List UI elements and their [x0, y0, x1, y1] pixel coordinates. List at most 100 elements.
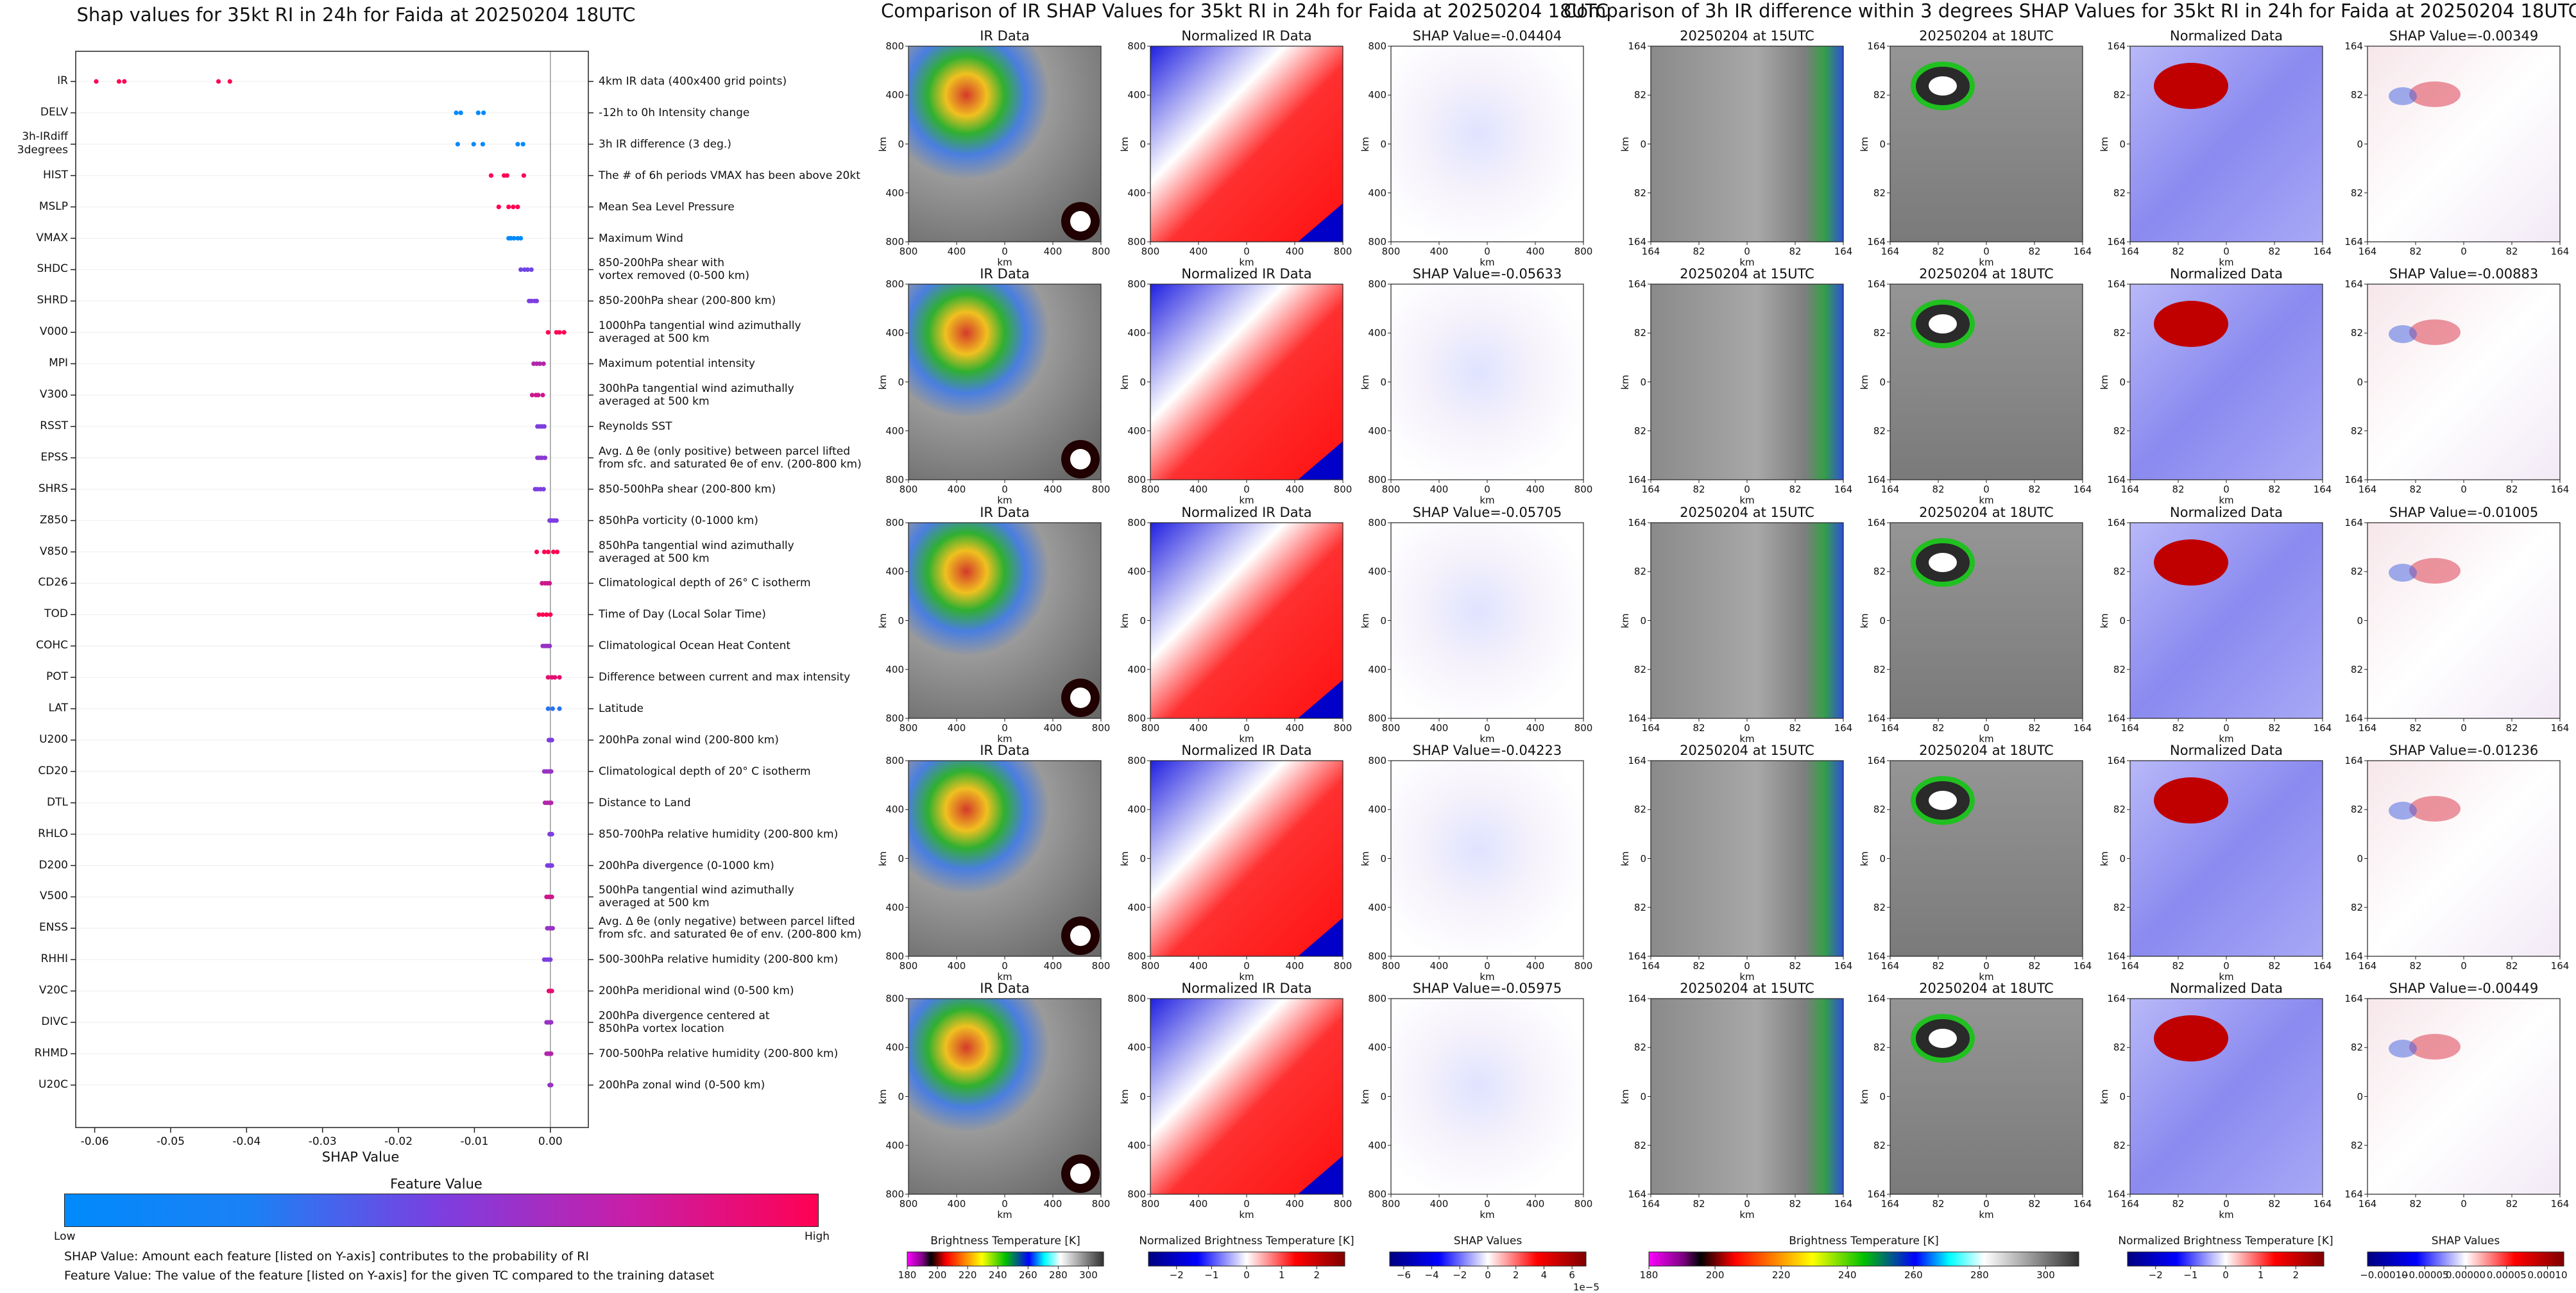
shap-point: [561, 330, 567, 335]
panel-y-axis-label: km: [1619, 613, 1631, 629]
panel-y-tick-label: 0: [1879, 138, 1886, 150]
panel-image: [1391, 523, 1583, 718]
shap-point: [557, 706, 562, 711]
colorbar-tick-label: −0.00005: [2400, 1269, 2449, 1281]
panel-title: Normalized Data: [2170, 505, 2283, 520]
panel-y-tick-label: 400: [885, 1139, 904, 1151]
panel-y-tick-label: 800: [1127, 40, 1146, 52]
colorbar-tick-label: 260: [1904, 1269, 1923, 1281]
panel-y-tick-label: 400: [1368, 804, 1386, 816]
panel-x-tick-label: 82: [1789, 722, 1802, 734]
feature-points: [540, 643, 552, 648]
shap-hotspot: [2409, 796, 2461, 822]
panel-x-tick-label: 0: [1484, 1198, 1490, 1210]
footer-note-feature: Feature Value: The value of the feature …: [64, 1269, 715, 1283]
panel-x-tick-label: 82: [2028, 484, 2041, 495]
panel-x-tick-label: 82: [2268, 484, 2281, 495]
panel-y-axis-label: km: [1619, 374, 1631, 390]
panel-x-tick-label: 800: [1333, 1198, 1352, 1210]
panel-x-tick-label: 400: [1285, 484, 1304, 495]
panel-x-axis-label: km: [1480, 733, 1495, 745]
panel-x-tick-label: 82: [2409, 722, 2422, 734]
panel-y-tick-label: 400: [885, 804, 904, 816]
panel-y-tick-label: 164: [2107, 951, 2126, 962]
map-panel: [1147, 283, 1343, 483]
map-panel: [1147, 46, 1343, 245]
panel-x-tick-label: 0: [1002, 960, 1008, 972]
panel-y-tick-label: 0: [2357, 138, 2363, 150]
panel-image: [1651, 761, 1843, 956]
panel-y-tick-label: 400: [885, 425, 904, 437]
map-panel: [2364, 46, 2561, 245]
colorbar-label: Brightness Temperature [K]: [1789, 1235, 1939, 1247]
panel-x-tick-label: 400: [1429, 722, 1449, 734]
panel-x-axis-label: km: [2219, 971, 2234, 983]
panel-y-axis-label: km: [877, 136, 889, 152]
panel-y-axis-label: km: [1360, 136, 1371, 152]
feature-description: Reynolds SST: [599, 419, 672, 433]
panel-y-axis-label: km: [2099, 374, 2110, 390]
panel-y-tick-label: 0: [1640, 376, 1646, 388]
panel-x-axis-label: km: [1480, 1209, 1495, 1221]
panel-x-tick-label: 0: [2223, 1198, 2230, 1210]
panel-y-tick-label: 400: [885, 187, 904, 199]
feature-name: MPI: [49, 357, 68, 370]
panel-x-tick-label: 0: [1243, 960, 1250, 972]
feature-description: from sfc. and saturated θe of env. (200-…: [599, 457, 862, 471]
panel-y-tick-label: 82: [2350, 566, 2363, 578]
panel-x-tick-label: 164: [1641, 960, 1660, 972]
panel-y-tick-label: 0: [898, 376, 904, 388]
panel-image: [1651, 284, 1843, 480]
panel-y-tick-label: 0: [1879, 614, 1886, 627]
panel-y-tick-label: 0: [1139, 852, 1146, 865]
panel-y-tick-label: 800: [885, 1188, 904, 1200]
shap-point: [540, 612, 545, 617]
colorbar-gradient: [1389, 1251, 1587, 1267]
panel-x-axis-label: km: [1239, 971, 1254, 983]
panel-image: [2367, 284, 2560, 480]
panel-y-tick-label: 0: [898, 138, 904, 150]
map-panel: [2364, 760, 2561, 959]
colorbar-tick-label: −2: [1169, 1269, 1184, 1281]
panel-y-axis-label: km: [1119, 136, 1130, 152]
feature-description: Avg. Δ θe (only positive) between parcel…: [599, 444, 851, 458]
panel-x-axis-label: km: [1979, 1209, 1994, 1221]
panel-x-tick-label: 82: [2172, 246, 2185, 257]
shap-point: [542, 455, 548, 461]
panel-x-tick-label: 82: [1693, 484, 1705, 495]
shap-point: [550, 706, 555, 711]
panel-x-tick-label: 164: [2550, 722, 2570, 734]
panel-y-tick-label: 164: [2344, 236, 2363, 248]
feature-name: EPSS: [40, 450, 68, 464]
feature-description: from sfc. and saturated θe of env. (200-…: [599, 928, 862, 942]
panel-y-axis-label: km: [877, 850, 889, 866]
panel-y-tick-label: 800: [1368, 713, 1386, 724]
panel-x-axis-label: km: [2219, 1209, 2234, 1221]
colorbar-tick-label: 1: [2257, 1269, 2264, 1281]
panel-x-axis-label: km: [1239, 257, 1254, 268]
panel-y-tick-label: 400: [885, 566, 904, 578]
map-panel: [1887, 283, 2083, 483]
panel-y-tick-label: 0: [2119, 138, 2126, 150]
feature-name: LAT: [48, 702, 68, 714]
panel-y-tick-label: 164: [1628, 278, 1646, 290]
panel-x-tick-label: 0: [1243, 484, 1250, 495]
panel-x-tick-label: 400: [1285, 960, 1304, 972]
panel-x-tick-label: 0: [1744, 1198, 1750, 1210]
feature-name: SHRS: [38, 482, 68, 495]
panel-image: [1150, 284, 1343, 480]
panel-x-tick-label: 800: [1574, 1198, 1593, 1210]
panel-y-tick-label: 800: [1127, 755, 1146, 766]
panel-y-tick-label: 82: [1873, 566, 1886, 578]
panel-y-tick-label: 82: [2350, 89, 2363, 101]
panel-x-tick-label: 400: [1526, 722, 1545, 734]
panel-y-tick-label: 164: [1628, 755, 1646, 766]
panel-x-tick-label: 82: [2028, 722, 2041, 734]
panel-y-tick-label: 82: [1873, 804, 1886, 816]
panel-y-tick-label: 800: [1368, 517, 1386, 528]
panel-x-tick-label: 0: [1243, 246, 1250, 257]
panel-x-tick-label: 800: [899, 246, 918, 257]
shap-point: [540, 393, 545, 398]
panel-y-tick-label: 82: [2113, 566, 2126, 578]
